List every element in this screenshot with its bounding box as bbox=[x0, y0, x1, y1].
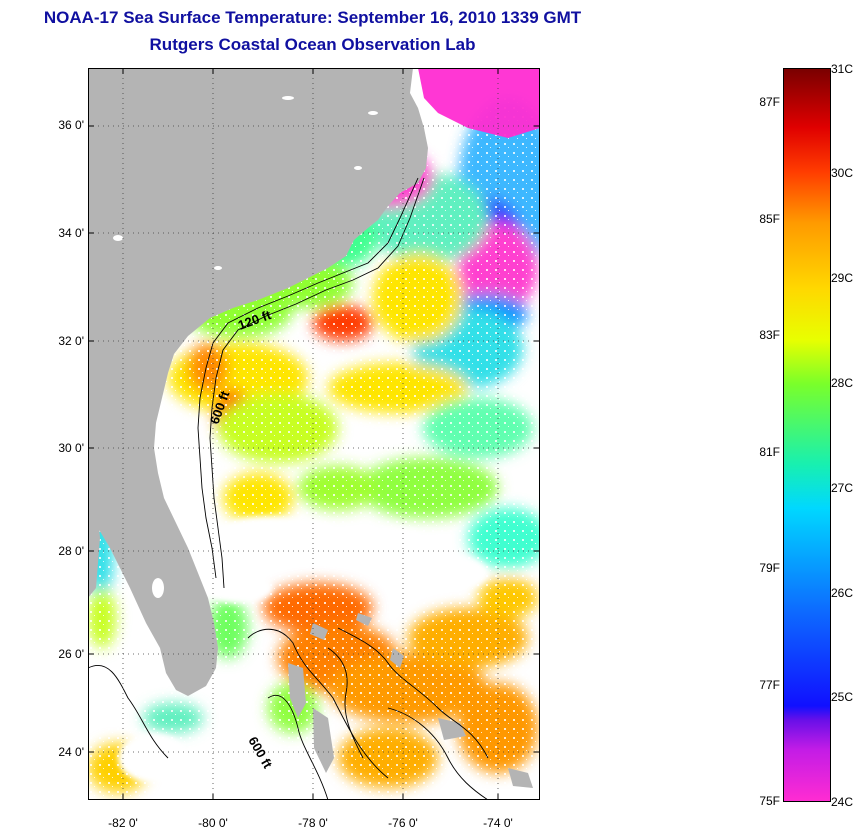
colorbar-label-24c: 24C bbox=[831, 795, 854, 809]
colorbar-label-30c: 30C bbox=[831, 166, 854, 180]
lon-label-74: -74 0' bbox=[483, 816, 513, 830]
lon-label-78: -78 0' bbox=[298, 816, 328, 830]
colorbar-label-83f: 83F bbox=[759, 328, 780, 342]
lat-label-32: 32 0' bbox=[58, 334, 84, 348]
colorbar-label-31c: 31C bbox=[831, 62, 854, 76]
colorbar-label-25c: 25C bbox=[831, 690, 854, 704]
map-subtitle: Rutgers Coastal Ocean Observation Lab bbox=[149, 35, 476, 54]
map-title: NOAA-17 Sea Surface Temperature: Septemb… bbox=[43, 8, 582, 27]
lat-label-34: 34 0' bbox=[58, 226, 84, 240]
bathymetry-contours bbox=[88, 177, 489, 800]
lat-label-26: 26 0' bbox=[58, 647, 84, 661]
sst-map: 120 ft 600 ft 600 ft bbox=[88, 68, 540, 800]
axis-ticks bbox=[88, 68, 540, 800]
lon-label-76: -76 0' bbox=[388, 816, 418, 830]
colorbar-label-87f: 87F bbox=[759, 95, 780, 109]
lon-label-82: -82 0' bbox=[108, 816, 138, 830]
colorbar-label-27c: 27C bbox=[831, 481, 854, 495]
offshore-cold-patch bbox=[418, 68, 540, 138]
colorbar-label-81f: 81F bbox=[759, 445, 780, 459]
colorbar-label-79f: 79F bbox=[759, 561, 780, 575]
colorbar-label-75f: 75F bbox=[759, 794, 780, 808]
colorbar-label-85f: 85F bbox=[759, 212, 780, 226]
graticule bbox=[88, 68, 540, 800]
lat-label-24: 24 0' bbox=[58, 745, 84, 759]
temperature-colorbar bbox=[783, 68, 831, 802]
lat-label-30: 30 0' bbox=[58, 441, 84, 455]
lon-label-80: -80 0' bbox=[198, 816, 228, 830]
colorbar-label-26c: 26C bbox=[831, 586, 854, 600]
sst-map-canvas: 120 ft 600 ft 600 ft bbox=[88, 68, 540, 800]
colorbar-label-77f: 77F bbox=[759, 678, 780, 692]
lat-label-28: 28 0' bbox=[58, 544, 84, 558]
land bbox=[88, 68, 533, 788]
colorbar-label-29c: 29C bbox=[831, 271, 854, 285]
lakes bbox=[113, 96, 378, 598]
colorbar-label-28c: 28C bbox=[831, 376, 854, 390]
lat-label-36: 36 0' bbox=[58, 118, 84, 132]
